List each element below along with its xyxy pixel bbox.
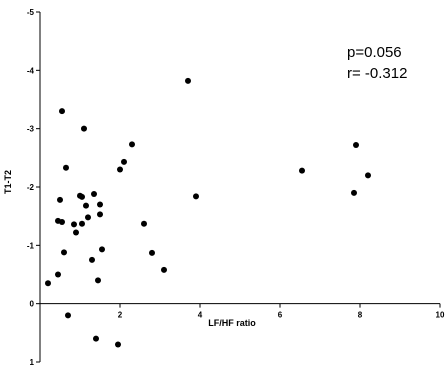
data-point	[73, 229, 79, 236]
r-value-annotation: r= -0.312	[347, 65, 407, 82]
y-tick-label: 0	[30, 300, 35, 309]
data-point	[57, 196, 63, 203]
data-point	[89, 256, 95, 263]
x-tick-label: 10	[436, 311, 445, 320]
data-point	[299, 167, 305, 174]
data-point	[365, 172, 371, 179]
x-tick-label: 2	[118, 311, 123, 320]
data-point	[91, 191, 97, 197]
x-tick-label: 6	[278, 311, 283, 320]
y-tick-label: -4	[27, 66, 35, 75]
y-tick-label: -3	[27, 125, 35, 134]
axes: -5 -4 -3 -2 -1 0 1 2 4 6 8 10	[27, 8, 445, 366]
x-ticks: 2 4 6 8 10	[118, 303, 445, 320]
y-tick-label: 1	[30, 358, 35, 366]
data-point	[79, 220, 85, 227]
data-point	[81, 125, 87, 132]
data-point	[99, 246, 105, 253]
data-point	[55, 271, 61, 278]
data-point	[63, 164, 69, 171]
data-point	[45, 280, 51, 287]
data-point	[161, 266, 167, 273]
data-point	[141, 220, 147, 227]
x-tick-label: 8	[358, 311, 363, 320]
data-point	[95, 277, 101, 284]
data-point	[97, 211, 103, 218]
y-tick-label: -1	[27, 241, 35, 250]
x-axis-label: LF/HF ratio	[208, 318, 256, 328]
data-point	[115, 341, 121, 348]
data-point	[185, 77, 191, 84]
y-tick-label: -5	[27, 8, 35, 17]
y-tick-label: -2	[27, 183, 35, 192]
data-point	[353, 142, 359, 148]
data-point	[117, 166, 123, 173]
data-point	[71, 221, 77, 228]
data-points	[45, 77, 371, 348]
data-point	[93, 335, 99, 342]
data-point	[129, 141, 135, 148]
data-point	[65, 312, 71, 319]
data-point	[79, 193, 85, 200]
y-ticks: -5 -4 -3 -2 -1 0 1	[27, 8, 40, 366]
data-point	[59, 108, 65, 115]
y-axis-label: T1-T2	[3, 170, 13, 194]
data-point	[61, 249, 67, 256]
data-point	[83, 202, 89, 209]
p-value-annotation: p=0.056	[347, 44, 402, 61]
x-tick-label: 4	[198, 311, 203, 320]
data-point	[351, 189, 357, 196]
data-point	[59, 219, 65, 225]
data-point	[193, 193, 199, 200]
data-point	[149, 249, 155, 256]
data-point	[121, 158, 127, 165]
data-point	[97, 201, 103, 208]
data-point	[85, 214, 91, 221]
